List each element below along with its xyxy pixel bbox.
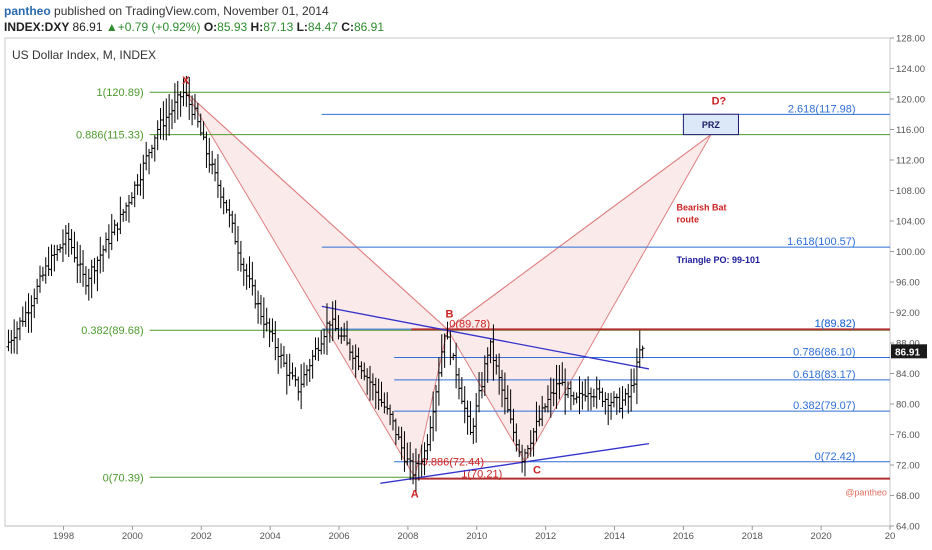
fib-level-label: 0(70.39) <box>103 472 144 484</box>
x-tick-label: 2008 <box>397 531 418 542</box>
fib-level-label: 1(89.82) <box>815 318 856 330</box>
trend-line <box>321 305 650 370</box>
x-tick-label: 2004 <box>260 531 281 542</box>
x-tick-label: 1998 <box>53 531 74 542</box>
y-tick-label: 80.00 <box>896 400 920 411</box>
x-tick-label: 2014 <box>604 531 625 542</box>
watermark: @pantheo <box>845 488 887 498</box>
x-tick-label: 2000 <box>122 531 143 542</box>
chart-title: US Dollar Index, M, INDEX <box>12 48 156 62</box>
y-tick-label: 72.00 <box>896 461 920 472</box>
x-tick-label: 2010 <box>466 531 487 542</box>
pattern-point-label: A <box>411 488 419 500</box>
y-tick-label: 108.00 <box>896 186 925 197</box>
fib-level-label: 0.886(115.33) <box>76 130 144 142</box>
y-tick-label: 120.00 <box>896 95 925 106</box>
publish-text: published on TradingView.com, November 0… <box>54 4 329 18</box>
x-tick-label: 2018 <box>742 531 763 542</box>
x-tick-label: 20 <box>885 531 896 542</box>
low-label: L: <box>296 20 308 34</box>
publish-info: pantheo published on TradingView.com, No… <box>4 4 329 18</box>
pattern-point-label: B <box>446 308 454 320</box>
red-level-label: 0(89.78) <box>449 318 490 330</box>
y-tick-label: 104.00 <box>896 217 925 228</box>
y-tick-label: 68.00 <box>896 491 920 502</box>
change-up-icon: ▲ <box>105 20 118 34</box>
open-value: 85.93 <box>217 20 248 34</box>
close-value: 86.91 <box>353 20 384 34</box>
y-tick-label: 64.00 <box>896 522 920 533</box>
fib-level-label: 0.382(79.07) <box>793 400 855 412</box>
y-tick-label: 116.00 <box>896 125 924 136</box>
fib-level-label: 0(72.42) <box>815 451 856 463</box>
change-value: +0.79 (+0.92%) <box>117 20 201 34</box>
y-tick-label: 96.00 <box>896 278 920 289</box>
last-price: 86.91 <box>72 20 103 34</box>
fib-level-label: 0.382(89.68) <box>81 325 143 337</box>
y-tick-label: 76.00 <box>896 430 920 441</box>
high-value: 87.13 <box>263 20 294 34</box>
pattern-point-label: X <box>182 75 190 87</box>
symbol-bar: INDEX:DXY 86.91 ▲+0.79 (+0.92%) O:85.93 … <box>4 20 384 34</box>
xb-line <box>185 91 448 330</box>
trend-line <box>380 443 650 484</box>
prz-label: PRZ <box>702 120 721 130</box>
fib-level-label: 1.618(100.57) <box>787 236 856 248</box>
bd-line <box>447 134 712 330</box>
y-tick-label: 124.00 <box>896 64 925 75</box>
red-level-label: 1(70.21) <box>461 469 502 481</box>
x-tick-label: 2016 <box>673 531 694 542</box>
low-value: 84.47 <box>307 20 338 34</box>
fib-level-label: 2.618(117.98) <box>788 103 856 115</box>
x-tick-label: 2020 <box>811 531 832 542</box>
annotation-text: Bearish Bat <box>676 202 726 212</box>
y-tick-label: 84.00 <box>896 369 920 380</box>
close-label: C: <box>341 20 354 34</box>
fib-level-label: 1(120.89) <box>97 87 144 99</box>
open-label: O: <box>203 20 218 34</box>
x-tick-label: 2006 <box>328 531 349 542</box>
red-level-label: 0.886(72.44) <box>422 457 484 469</box>
pattern-point-label: D? <box>712 95 727 107</box>
fib-level-label: 1(89.82) <box>815 318 856 330</box>
x-tick-label: 2012 <box>535 531 556 542</box>
annotation-text: Triangle PO: 99-101 <box>676 255 760 265</box>
pattern-point-label: C <box>533 465 541 477</box>
xab-triangle <box>185 91 449 479</box>
symbol-name[interactable]: INDEX:DXY <box>4 20 70 34</box>
high-label: H: <box>250 20 264 34</box>
prz-box <box>682 113 739 136</box>
last-price-tag <box>891 344 927 359</box>
fib-level-label: 0.786(86.10) <box>793 346 855 358</box>
y-tick-label: 128.00 <box>896 34 925 45</box>
y-tick-label: 100.00 <box>896 247 925 258</box>
y-tick-label: 112.00 <box>896 156 924 167</box>
annotation-text: route <box>676 215 699 225</box>
plot-frame <box>4 37 891 527</box>
x-tick-label: 2002 <box>191 531 212 542</box>
y-tick-label: 92.00 <box>896 308 920 319</box>
fib-level-label: 0.618(83.17) <box>793 369 855 381</box>
last-price-label: 86.91 <box>895 347 920 358</box>
y-tick-label: 88.00 <box>896 339 920 350</box>
author-link[interactable]: pantheo <box>4 4 51 18</box>
